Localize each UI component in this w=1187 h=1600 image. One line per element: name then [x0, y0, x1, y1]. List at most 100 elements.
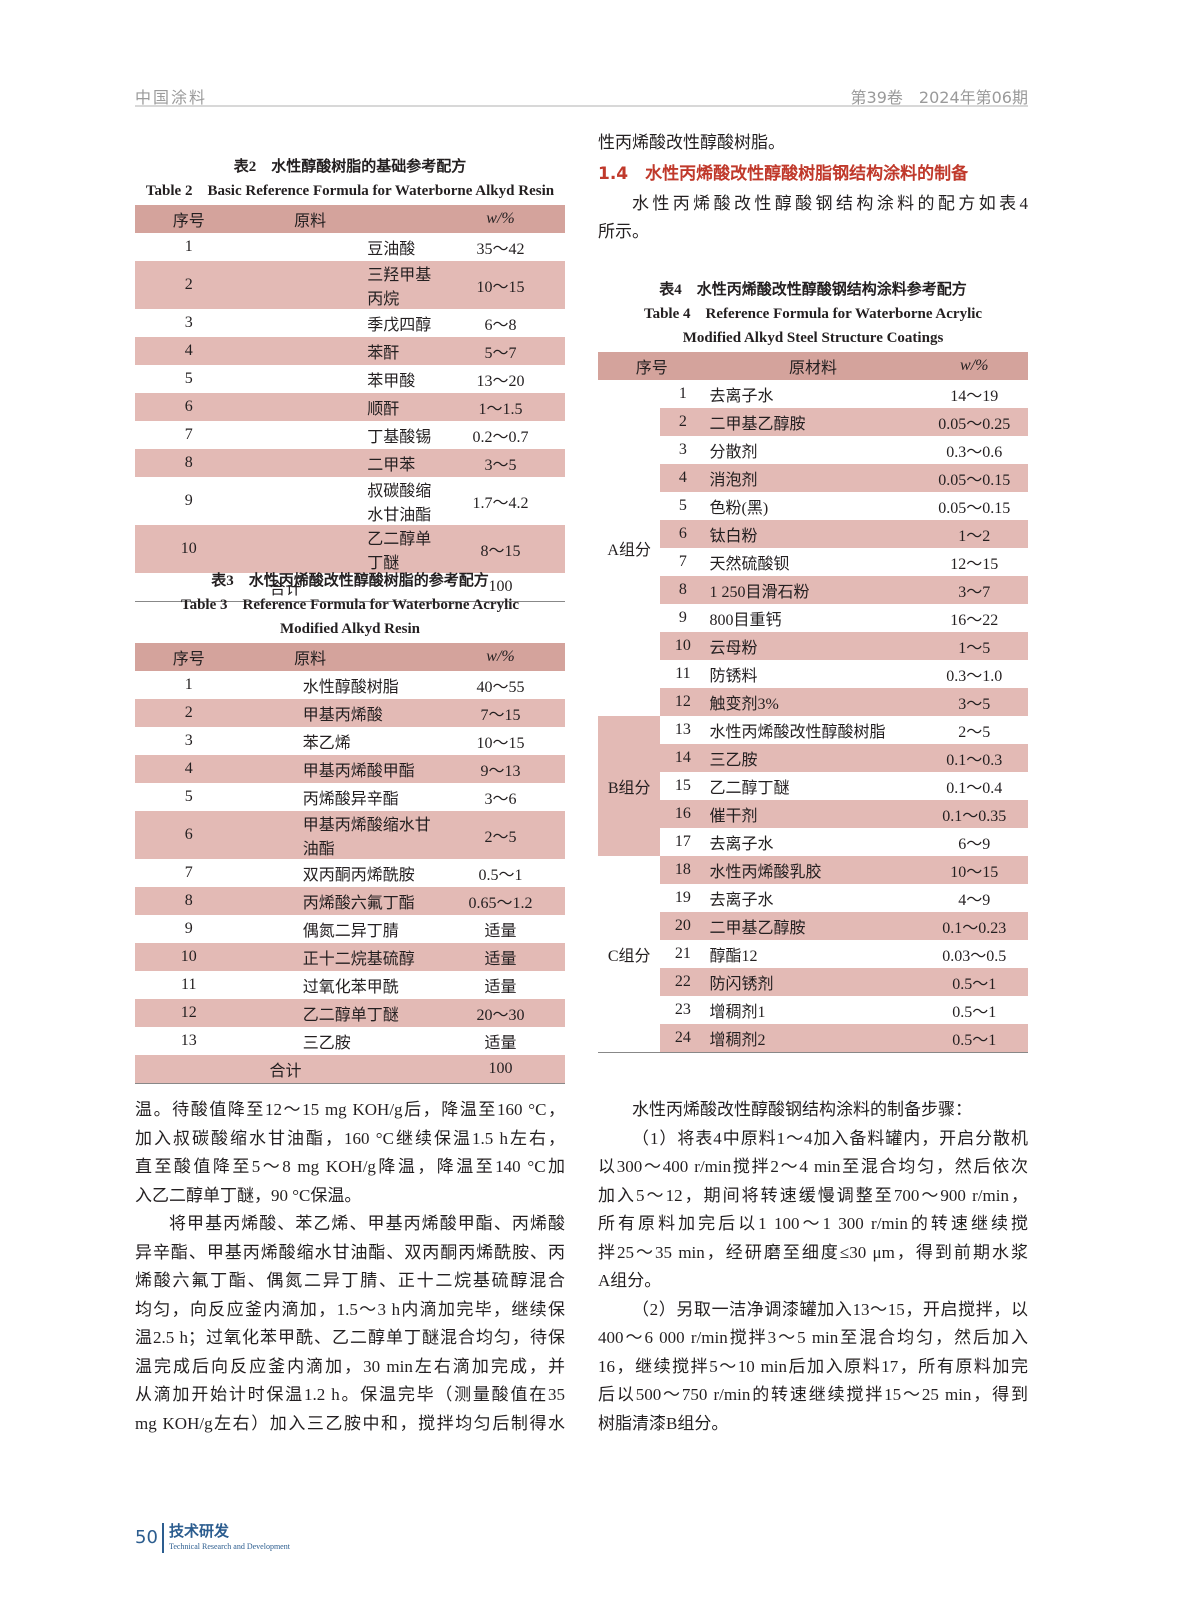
mass-fraction: 3～6 — [484, 791, 517, 808]
table-row: 20 二甲基乙醇胺 0.1～0.23 — [598, 912, 1028, 940]
material-name: 甲基丙烯酸 — [242, 699, 436, 727]
mass-fraction: 适量 — [484, 923, 517, 940]
mass-fraction: 20～30 — [436, 999, 565, 1027]
table-row: 3 分散剂 0.3～0.6 — [598, 436, 1028, 464]
table-row: 9 叔碳酸缩水甘油酯 1.7～4.2 — [135, 477, 565, 525]
table-row: 21 醇酯12 0.03～0.5 — [598, 940, 1028, 968]
mass-fraction: 0.5～1 — [952, 1004, 997, 1021]
material-name: 分散剂 — [709, 444, 758, 461]
mass-fraction: 14～19 — [950, 388, 999, 405]
row-number: 6 — [135, 393, 243, 421]
table-row: 4 苯酐 5～7 — [135, 337, 565, 365]
material-name: 乙二醇单丁醚 — [242, 999, 436, 1027]
mass-fraction: 6～8 — [484, 317, 517, 334]
paragraph-line: 温2.5 h；过氧化苯甲酰、乙二醇单丁醚混合均匀，待保 — [135, 1328, 565, 1347]
material-name: 顺酐 — [242, 393, 436, 421]
material-name: 增稠剂1 — [709, 1004, 766, 1021]
mass-fraction: 35～42 — [476, 241, 525, 258]
material-name: 色粉(黑) — [709, 500, 769, 517]
mass-fraction: 1.7～4.2 — [472, 495, 529, 512]
table-row: 24 增稠剂2 0.5～1 — [598, 1024, 1028, 1053]
material-name: 云母粉 — [705, 632, 921, 660]
table3: 序号 原料 w/% 1 水性醇酸树脂 40～55 2 甲基丙烯酸 7～15 3 苯乙烯 10～15 4 甲… — [135, 643, 565, 1084]
material-name: 丙烯酸异辛酯 — [302, 791, 399, 808]
mass-fraction: 8～15 — [436, 525, 565, 573]
row-number: 2 — [660, 408, 706, 436]
material-name: 偶氮二异丁腈 — [302, 923, 399, 940]
total-label: 合计 — [269, 581, 302, 598]
mass-fraction: 1～2 — [920, 520, 1028, 548]
mass-fraction: 0.03～0.5 — [942, 948, 1007, 965]
row-number: 15 — [674, 777, 691, 794]
table-row: 10 云母粉 1～5 — [598, 632, 1028, 660]
row-number: 1 — [184, 676, 193, 693]
row-number: 11 — [675, 665, 691, 682]
mass-fraction: 0.1～0.23 — [920, 912, 1028, 940]
table-header-row: 序号 原料 w/% — [135, 205, 565, 233]
material-name: 二甲基乙醇胺 — [705, 912, 921, 940]
table-row: 11 防锈料 0.3～1.0 — [598, 660, 1028, 688]
material-name: 催干剂 — [705, 800, 921, 828]
material-name: 水性丙烯酸乳胶 — [705, 856, 921, 884]
mass-fraction: 3～7 — [920, 576, 1028, 604]
page-number: 50 — [135, 1527, 158, 1548]
row-number: 24 — [660, 1024, 706, 1053]
material-name: 三乙胺 — [302, 1035, 351, 1052]
group-label: A组分 — [607, 542, 651, 559]
row-number: 3 — [184, 314, 193, 331]
mass-fraction: 0.05～0.15 — [920, 464, 1028, 492]
mass-fraction: 16～22 — [950, 612, 999, 629]
paragraph-line: 加入5～12，期间将转速缓慢调整至700～900 r/min， — [598, 1185, 1028, 1205]
paragraph-line: 烯酸六氟丁酯、偶氮二异丁腈、正十二烷基硫醇混合 — [135, 1271, 565, 1290]
footer-divider — [162, 1523, 164, 1553]
footer-section-en: Technical Research and Development — [169, 1542, 290, 1551]
row-number: 17 — [674, 833, 691, 850]
material-name: 去离子水 — [709, 892, 774, 909]
row-number: 6 — [135, 811, 243, 859]
row-number: 7 — [184, 426, 193, 443]
total-value: 100 — [488, 578, 513, 595]
table-row: 14 三乙胺 0.1～0.3 — [598, 744, 1028, 772]
row-number: 10 — [135, 525, 243, 573]
material-name: 乙二醇丁醚 — [709, 780, 790, 797]
table-row: 7 双丙酮丙烯酰胺 0.5～1 — [135, 859, 565, 887]
mass-fraction: 13～20 — [476, 373, 525, 390]
paragraph-line: 入乙二醇单丁醚，90 °C保温。 — [135, 1185, 362, 1205]
mass-fraction: 0.5～1 — [478, 867, 523, 884]
row-number: 5 — [184, 788, 193, 805]
table-row: C组分 18 水性丙烯酸乳胶 10～15 — [598, 856, 1028, 965]
table-row: 8 二甲苯 3～5 — [135, 449, 565, 477]
row-number: 9 — [678, 609, 687, 626]
paragraph-line: 温。待酸值降至12～15 mg KOH/g后，降温至160 °C， — [135, 1100, 565, 1119]
material-name: 1 250目滑石粉 — [705, 576, 921, 604]
row-number: 19 — [674, 889, 691, 906]
material-name: 苯乙烯 — [302, 735, 351, 752]
mass-fraction: 0.5～1 — [920, 1024, 1028, 1053]
row-number: 21 — [674, 945, 691, 962]
total-row: 合计 100 — [135, 1055, 565, 1084]
row-number: 5 — [184, 370, 193, 387]
mass-fraction: 0.1～0.4 — [946, 780, 1003, 797]
paragraph-line: （2）另取一洁净调漆罐加入13～15，开启搅拌，以 — [632, 1299, 1028, 1319]
paragraph-line: mg KOH/g左右）加入三乙胺中和，搅拌均匀后制得水 — [135, 1413, 565, 1433]
total-value: 100 — [436, 1055, 565, 1084]
paragraph-line: 性丙烯酸改性醇酸树脂。 — [598, 133, 785, 152]
table-row: B组分 13 水性丙烯酸改性醇酸树脂 2～5 — [598, 716, 1028, 856]
mass-fraction: 0.1～0.3 — [920, 744, 1028, 772]
right-top-text: 性丙烯酸改性醇酸树脂。 1.4 水性丙烯酸改性醇酸树脂钢结构涂料的制备 水性丙烯… — [598, 129, 1028, 247]
table-row: 3 季戊四醇 6～8 — [135, 309, 565, 337]
mass-fraction: 0.2～0.7 — [472, 429, 529, 446]
row-number: 11 — [181, 976, 197, 993]
row-number: 4 — [135, 337, 243, 365]
mass-fraction: 9～13 — [436, 755, 565, 783]
table-row: 2 甲基丙烯酸 7～15 — [135, 699, 565, 727]
table-row: 1 水性醇酸树脂 40～55 — [135, 671, 565, 699]
table-row: 4 甲基丙烯酸甲酯 9～13 — [135, 755, 565, 783]
row-number: 8 — [135, 449, 243, 477]
mass-fraction: 7～15 — [436, 699, 565, 727]
row-number: 1 — [184, 238, 193, 255]
row-number: 9 — [184, 492, 193, 509]
row-number: 8 — [660, 576, 706, 604]
table-row: 16 催干剂 0.1～0.35 — [598, 800, 1028, 828]
paragraph-line: 将甲基丙烯酸、苯乙烯、甲基丙烯酸甲酯、丙烯酸 — [169, 1214, 565, 1233]
